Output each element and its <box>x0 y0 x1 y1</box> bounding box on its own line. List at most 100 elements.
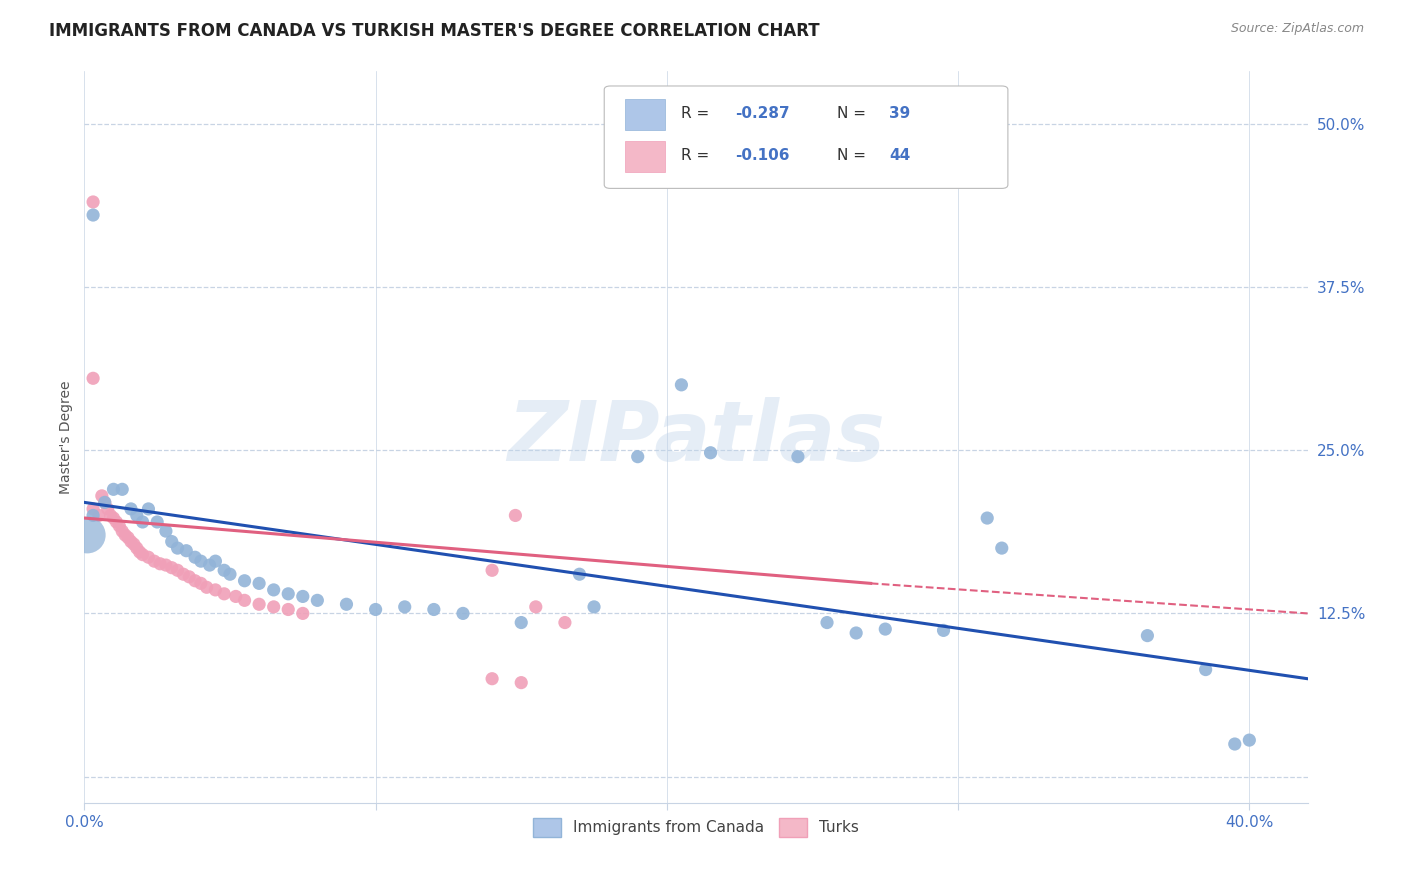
Text: ZIPatlas: ZIPatlas <box>508 397 884 477</box>
Point <box>212 587 235 601</box>
Point <box>787 450 810 464</box>
Point <box>131 548 153 562</box>
Point <box>583 599 606 614</box>
Point <box>699 446 721 460</box>
Text: 44: 44 <box>889 148 911 163</box>
Point <box>510 675 533 690</box>
Point <box>149 557 172 571</box>
Point <box>120 534 142 549</box>
Point <box>568 567 591 582</box>
Text: N =: N = <box>837 148 870 163</box>
FancyBboxPatch shape <box>605 86 1008 188</box>
Point <box>184 574 207 588</box>
Point <box>111 524 134 538</box>
Point <box>138 550 160 565</box>
Point <box>166 541 188 555</box>
Point <box>155 524 177 538</box>
Point <box>481 672 503 686</box>
Point <box>103 483 125 497</box>
Point <box>128 545 150 559</box>
Point <box>105 515 128 529</box>
Text: R =: R = <box>682 148 714 163</box>
Point <box>114 528 136 542</box>
Point <box>174 543 197 558</box>
Point <box>247 576 270 591</box>
Point <box>233 574 256 588</box>
Point <box>82 208 104 222</box>
Point <box>423 602 446 616</box>
Point <box>87 508 110 523</box>
Point <box>671 377 693 392</box>
Point <box>120 502 142 516</box>
Point <box>932 624 955 638</box>
Legend: Immigrants from Canada, Turks: Immigrants from Canada, Turks <box>527 812 865 843</box>
Point <box>219 567 242 582</box>
Point <box>198 558 221 573</box>
Point <box>82 194 104 209</box>
Point <box>131 515 153 529</box>
Point <box>1195 663 1218 677</box>
Point <box>155 558 177 573</box>
Text: Source: ZipAtlas.com: Source: ZipAtlas.com <box>1230 22 1364 36</box>
Point <box>247 597 270 611</box>
Point <box>172 567 194 582</box>
Point <box>510 615 533 630</box>
Point <box>815 615 838 630</box>
Point <box>138 502 160 516</box>
Point <box>1239 733 1261 747</box>
Point <box>554 615 576 630</box>
Point <box>190 576 212 591</box>
Point <box>1136 629 1159 643</box>
Point <box>122 537 145 551</box>
Text: 39: 39 <box>889 106 911 121</box>
Point <box>451 607 474 621</box>
Point <box>125 541 148 555</box>
FancyBboxPatch shape <box>626 141 665 171</box>
Point <box>277 602 299 616</box>
Point <box>82 508 104 523</box>
Point <box>291 607 314 621</box>
Point <box>143 554 166 568</box>
Point <box>103 511 125 525</box>
Point <box>195 580 218 594</box>
Point <box>100 508 122 523</box>
Point <box>82 502 104 516</box>
FancyBboxPatch shape <box>626 99 665 130</box>
Point <box>97 502 120 516</box>
Point <box>1223 737 1246 751</box>
Point <box>204 554 226 568</box>
Point <box>845 626 868 640</box>
Point <box>90 489 112 503</box>
Point <box>277 587 299 601</box>
Text: -0.287: -0.287 <box>735 106 790 121</box>
Point <box>524 599 547 614</box>
Point <box>117 531 139 545</box>
Point <box>125 508 148 523</box>
Point <box>190 554 212 568</box>
Point <box>307 593 329 607</box>
Point <box>263 599 285 614</box>
Text: N =: N = <box>837 106 870 121</box>
Point <box>212 563 235 577</box>
Text: -0.106: -0.106 <box>735 148 790 163</box>
Point <box>146 515 169 529</box>
Point <box>505 508 527 523</box>
Y-axis label: Master's Degree: Master's Degree <box>59 380 73 494</box>
Point <box>111 483 134 497</box>
Point <box>179 570 201 584</box>
Point <box>291 590 314 604</box>
Point <box>364 602 387 616</box>
Point <box>875 622 897 636</box>
Point <box>160 534 183 549</box>
Text: R =: R = <box>682 106 714 121</box>
Point <box>394 599 416 614</box>
Point <box>166 563 188 577</box>
Point <box>204 582 226 597</box>
Point <box>82 371 104 385</box>
Point <box>225 590 247 604</box>
Point <box>233 593 256 607</box>
Point <box>976 511 998 525</box>
Point <box>93 495 115 509</box>
Text: IMMIGRANTS FROM CANADA VS TURKISH MASTER'S DEGREE CORRELATION CHART: IMMIGRANTS FROM CANADA VS TURKISH MASTER… <box>49 22 820 40</box>
Point <box>160 560 183 574</box>
